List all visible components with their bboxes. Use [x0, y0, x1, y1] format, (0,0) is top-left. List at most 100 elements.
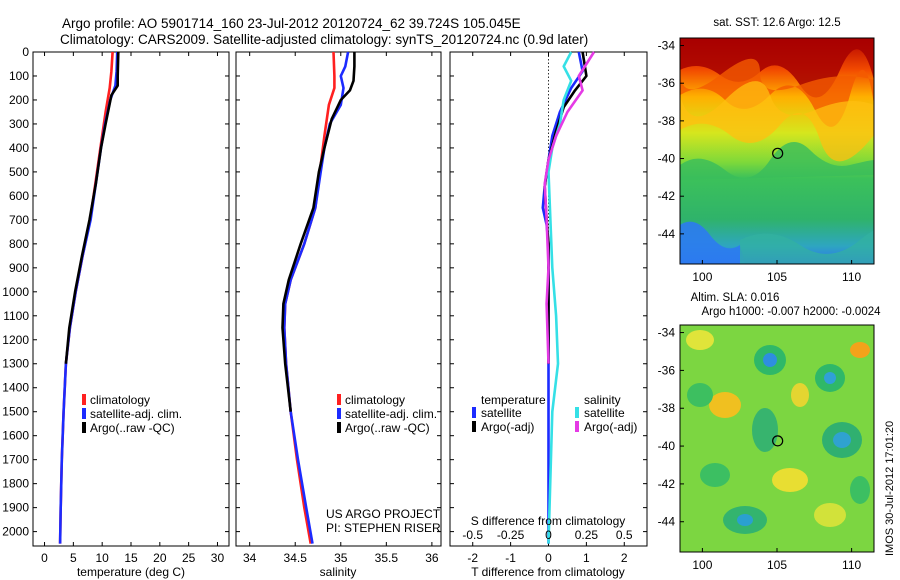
depth-tick-label: 600 [9, 189, 29, 203]
map-x-tick-label: 105 [767, 558, 787, 572]
map-x-tick-label: 110 [842, 270, 861, 284]
temperature-x-label: temperature (deg C) [77, 565, 185, 579]
legend-label-salinity-argo: Argo(-adj) [584, 420, 637, 434]
x-tick-label: 15 [124, 551, 138, 565]
salinity-difference-tick-label: -0.25 [497, 528, 525, 542]
sst-map-ticks: 100 105 110 -34 -36 -38 -40 -42 -44 [658, 39, 862, 284]
map-y-tick-label: -36 [658, 76, 676, 90]
series-line-salinity-argo-adj [543, 51, 596, 364]
sla-eddy [791, 383, 809, 407]
sla-field [680, 325, 874, 552]
legend-swatch-climatology [82, 394, 86, 405]
temperature-panel: 0100200300400500600700800900100011001200… [2, 45, 230, 579]
map-y-tick-label: -44 [658, 515, 676, 529]
x-tick-label: -2 [467, 551, 478, 565]
principal-investigator: PI: STEPHEN RISER [326, 521, 441, 535]
sla-map-title: Altim. SLA: 0.016 [691, 292, 780, 304]
difference-y-ticks [450, 51, 647, 533]
salinity-difference-scale: -0.5 -0.25 0 0.25 0.5 [462, 528, 633, 542]
sla-eddy [687, 383, 713, 407]
map-y-tick-label: -34 [658, 39, 676, 53]
legend-swatch-salinity-argo [575, 421, 579, 432]
x-tick-label: 1 [583, 551, 590, 565]
sla-eddy [824, 372, 836, 384]
sst-map-panel: sat. SST: 12.6 Argo: 12.5 100 105 110 -34 -3… [658, 17, 875, 284]
x-tick-label: 0 [545, 551, 552, 565]
sla-eddy [850, 476, 870, 504]
temperature-legend: climatology satellite-adj. clim. Argo(..… [82, 393, 182, 435]
series-line-argo-raw-qc [281, 52, 356, 412]
depth-tick-label: 1500 [2, 405, 29, 419]
map-y-tick-label: -44 [658, 227, 676, 241]
legend-label-temperature-argo: Argo(-adj) [481, 420, 534, 434]
legend-label-climatology: climatology [345, 393, 405, 407]
x-tick-label: 10 [95, 551, 109, 565]
x-tick-label: 5 [70, 551, 77, 565]
depth-tick-label: 400 [9, 141, 29, 155]
map-y-tick-label: -36 [658, 363, 676, 377]
x-tick-label: 25 [182, 551, 196, 565]
legend-swatch-argo [82, 422, 86, 433]
figure-title-line2: Climatology: CARS2009. Satellite-adjuste… [60, 32, 588, 47]
salinity-x-label: salinity [320, 565, 357, 579]
x-tick-label: 30 [211, 551, 225, 565]
map-y-tick-label: -42 [658, 189, 676, 203]
salinity-legend: climatology satellite-adj. clim. Argo(..… [337, 393, 437, 435]
depth-tick-label: 200 [9, 93, 29, 107]
x-tick-label: 0 [41, 551, 48, 565]
difference-series [541, 51, 596, 544]
x-tick-label: -1 [505, 551, 516, 565]
sst-cyan-patch [740, 230, 874, 264]
salinity-axes-frame [235, 51, 442, 547]
depth-tick-label: 1600 [2, 429, 29, 443]
sla-eddy [737, 514, 753, 526]
legend-swatch-climatology [337, 394, 341, 405]
map-y-tick-label: -40 [658, 152, 676, 166]
sla-map-panel: Altim. SLA: 0.016 Argo h1000: -0.007 h20… [658, 292, 896, 572]
depth-axis-ticks: 0 100 200 300 400 500 600 700 800 900 1000 1100 1200… [2, 45, 229, 539]
legend-label-argo: Argo(..raw -QC) [90, 421, 175, 435]
figure-title-line1: Argo profile: AO 5901714_160 23-Jul-2012… [62, 16, 521, 31]
map-x-tick-label: 105 [767, 270, 787, 284]
legend-title-salinity: salinity [584, 393, 621, 407]
salinity-series [281, 51, 356, 544]
legend-swatch-temperature-satellite [472, 407, 476, 418]
depth-tick-label: 1200 [2, 333, 29, 347]
salinity-difference-label: S difference from climatology [471, 514, 626, 528]
map-x-tick-label: 100 [692, 270, 712, 284]
temperature-x-ticks: 0 5 10 15 20 25 30 [41, 52, 224, 565]
salinity-x-ticks: 34 34.5 35 35.5 36 [243, 52, 439, 565]
depth-tick-label: 500 [9, 165, 29, 179]
temperature-difference-label: T difference from climatology [471, 565, 625, 579]
sla-eddy [814, 503, 846, 527]
difference-legend: temperature salinity satellite Argo(-adj… [472, 393, 637, 434]
x-tick-label: 2 [621, 551, 628, 565]
depth-tick-label: 700 [9, 213, 29, 227]
salinity-difference-tick-label: -0.5 [462, 528, 483, 542]
temperature-axes-frame [32, 51, 230, 547]
sla-eddy [850, 342, 870, 358]
depth-tick-label: 1700 [2, 453, 29, 467]
sla-eddy [763, 353, 777, 367]
sla-eddy [772, 468, 808, 492]
depth-tick-label: 1800 [2, 477, 29, 491]
depth-tick-label: 2000 [2, 525, 29, 539]
depth-tick-label: 100 [9, 69, 29, 83]
sla-map-subtitle: Argo h1000: -0.007 h2000: -0.0024 [701, 306, 881, 318]
salinity-panel: 34 34.5 35 35.5 36 climatology satellite-adj… [235, 51, 442, 579]
sst-field [680, 38, 874, 264]
series-line-salinity-satellite [547, 51, 573, 544]
sst-yellow-band [680, 81, 874, 162]
legend-label-climatology: climatology [90, 393, 150, 407]
salinity-difference-tick-label: 0.5 [616, 528, 633, 542]
difference-panel: -2 -1 0 1 2 temperature salinity satellite A… [449, 51, 648, 579]
map-y-tick-label: -40 [658, 439, 676, 453]
depth-tick-label: 900 [9, 261, 29, 275]
temperature-series [58, 51, 120, 544]
sla-eddy [752, 408, 778, 452]
x-tick-label: 34 [243, 551, 257, 565]
sla-map-ticks: 100 105 110 -34 -36 -38 -40 -42 -44 [658, 326, 862, 572]
sla-eddy [709, 392, 741, 418]
map-y-tick-label: -38 [658, 401, 676, 415]
sst-green-tongue [680, 142, 874, 180]
